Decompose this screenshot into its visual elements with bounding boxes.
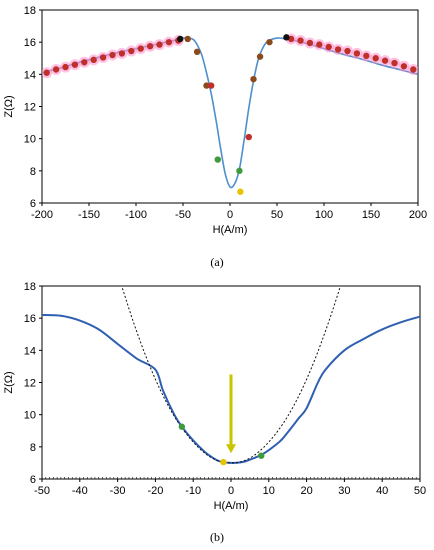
chart-b-series: [42, 286, 420, 466]
data-point: [52, 66, 60, 73]
data-point: [306, 39, 314, 47]
data-point: [71, 61, 79, 68]
chart-a-xlabel: H(A/m): [213, 224, 248, 236]
data-point: [245, 133, 252, 141]
data-point: [363, 52, 370, 60]
data-point: [118, 50, 126, 57]
x-tick-label: 50: [414, 485, 426, 497]
data-point: [214, 156, 221, 163]
data-point: [193, 48, 201, 56]
y-tick-label: 6: [30, 474, 36, 486]
data-point: [325, 43, 332, 51]
data-point: [353, 50, 361, 57]
y-tick-label: 16: [24, 37, 36, 49]
x-tick-label: -100: [125, 209, 147, 221]
x-tick-label: -50: [175, 209, 191, 221]
y-tick-label: 10: [24, 410, 36, 422]
data-point: [128, 47, 135, 55]
data-point: [256, 53, 264, 60]
panel-a-label: (a): [210, 255, 223, 269]
data-point: [391, 59, 398, 67]
arrow-head: [226, 444, 236, 454]
panel-b-label: (b): [210, 530, 224, 544]
data-point: [236, 167, 243, 175]
y-tick-label: 14: [24, 345, 36, 357]
chart-b: -50 -40 -30 -20 -10 0 10 20 30 40 50 6 8 10 12 14 16 18 H…: [3, 281, 426, 544]
chart-b-xlabel: H(A/m): [214, 500, 249, 512]
x-tick-label: -200: [31, 209, 53, 221]
data-point: [258, 452, 265, 459]
parabola-fit-curve: [121, 286, 341, 464]
data-point: [109, 51, 116, 59]
data-point: [99, 54, 107, 61]
data-point: [372, 55, 379, 62]
data-point: [410, 66, 417, 73]
x-tick-label: 30: [338, 485, 350, 497]
data-point: [400, 63, 408, 70]
chart-b-ylabel: Z(Ω): [3, 371, 15, 393]
y-tick-label: 6: [30, 198, 36, 210]
data-point: [334, 46, 342, 53]
data-point: [165, 38, 173, 46]
x-tick-label: -40: [72, 485, 88, 497]
y-tick-label: 12: [24, 102, 36, 114]
chart-a: -200 -150 -100 -50 0 50 100 150 200681012141618 …: [3, 5, 427, 269]
x-tick-label: -150: [78, 209, 100, 221]
data-point: [381, 57, 389, 64]
data-point: [250, 75, 257, 83]
chart-a-ticks: -200 -150 -100 -50 0 50 100 150 200 6 8 10 12 14 16 18: [24, 5, 427, 221]
data-point: [156, 41, 163, 48]
y-tick-label: 14: [24, 69, 36, 81]
data-point: [344, 47, 351, 55]
x-tick-label: 40: [376, 485, 388, 497]
y-tick-label: 8: [30, 166, 36, 178]
chart-a-series: [42, 33, 418, 195]
y-tick-label: 18: [24, 5, 36, 17]
data-point: [220, 458, 227, 466]
x-tick-label: -20: [147, 485, 163, 497]
y-tick-label: 12: [24, 378, 36, 390]
chart-a-plot-area: [41, 9, 419, 204]
x-tick-label: 200: [409, 209, 427, 221]
x-tick-label: 0: [228, 485, 234, 497]
x-tick-label: -10: [185, 485, 201, 497]
y-tick-label: 8: [30, 442, 36, 454]
data-point: [203, 82, 210, 89]
data-point: [237, 188, 244, 195]
data-point: [137, 45, 144, 52]
data-point: [176, 35, 184, 43]
y-tick-label: 10: [24, 134, 36, 146]
x-tick-label: 20: [300, 485, 312, 497]
x-tick-label: 10: [263, 485, 275, 497]
x-tick-label: 150: [362, 209, 380, 221]
x-tick-label: -50: [34, 485, 50, 497]
data-point: [178, 423, 186, 430]
data-point: [184, 35, 191, 43]
data-point: [90, 56, 97, 64]
data-point: [283, 34, 290, 41]
data-point: [146, 42, 154, 50]
data-point: [208, 82, 215, 89]
y-tick-label: 18: [24, 281, 36, 293]
y-tick-label: 16: [24, 313, 36, 325]
data-point: [62, 63, 69, 71]
chart-a-ylabel: Z(Ω): [3, 95, 15, 117]
data-point: [81, 59, 88, 66]
data-point: [297, 37, 304, 44]
data-point: [43, 69, 50, 76]
x-tick-label: 50: [271, 209, 283, 221]
x-tick-label: 0: [227, 209, 233, 221]
x-tick-label: -30: [110, 485, 126, 497]
data-point: [266, 38, 273, 46]
data-point: [316, 41, 323, 48]
x-tick-label: 100: [315, 209, 333, 221]
chart-b-ticks: -50 -40 -30 -20 -10 0 10 20 30 40 50 6 8 10 12 14 16 18: [24, 281, 426, 497]
